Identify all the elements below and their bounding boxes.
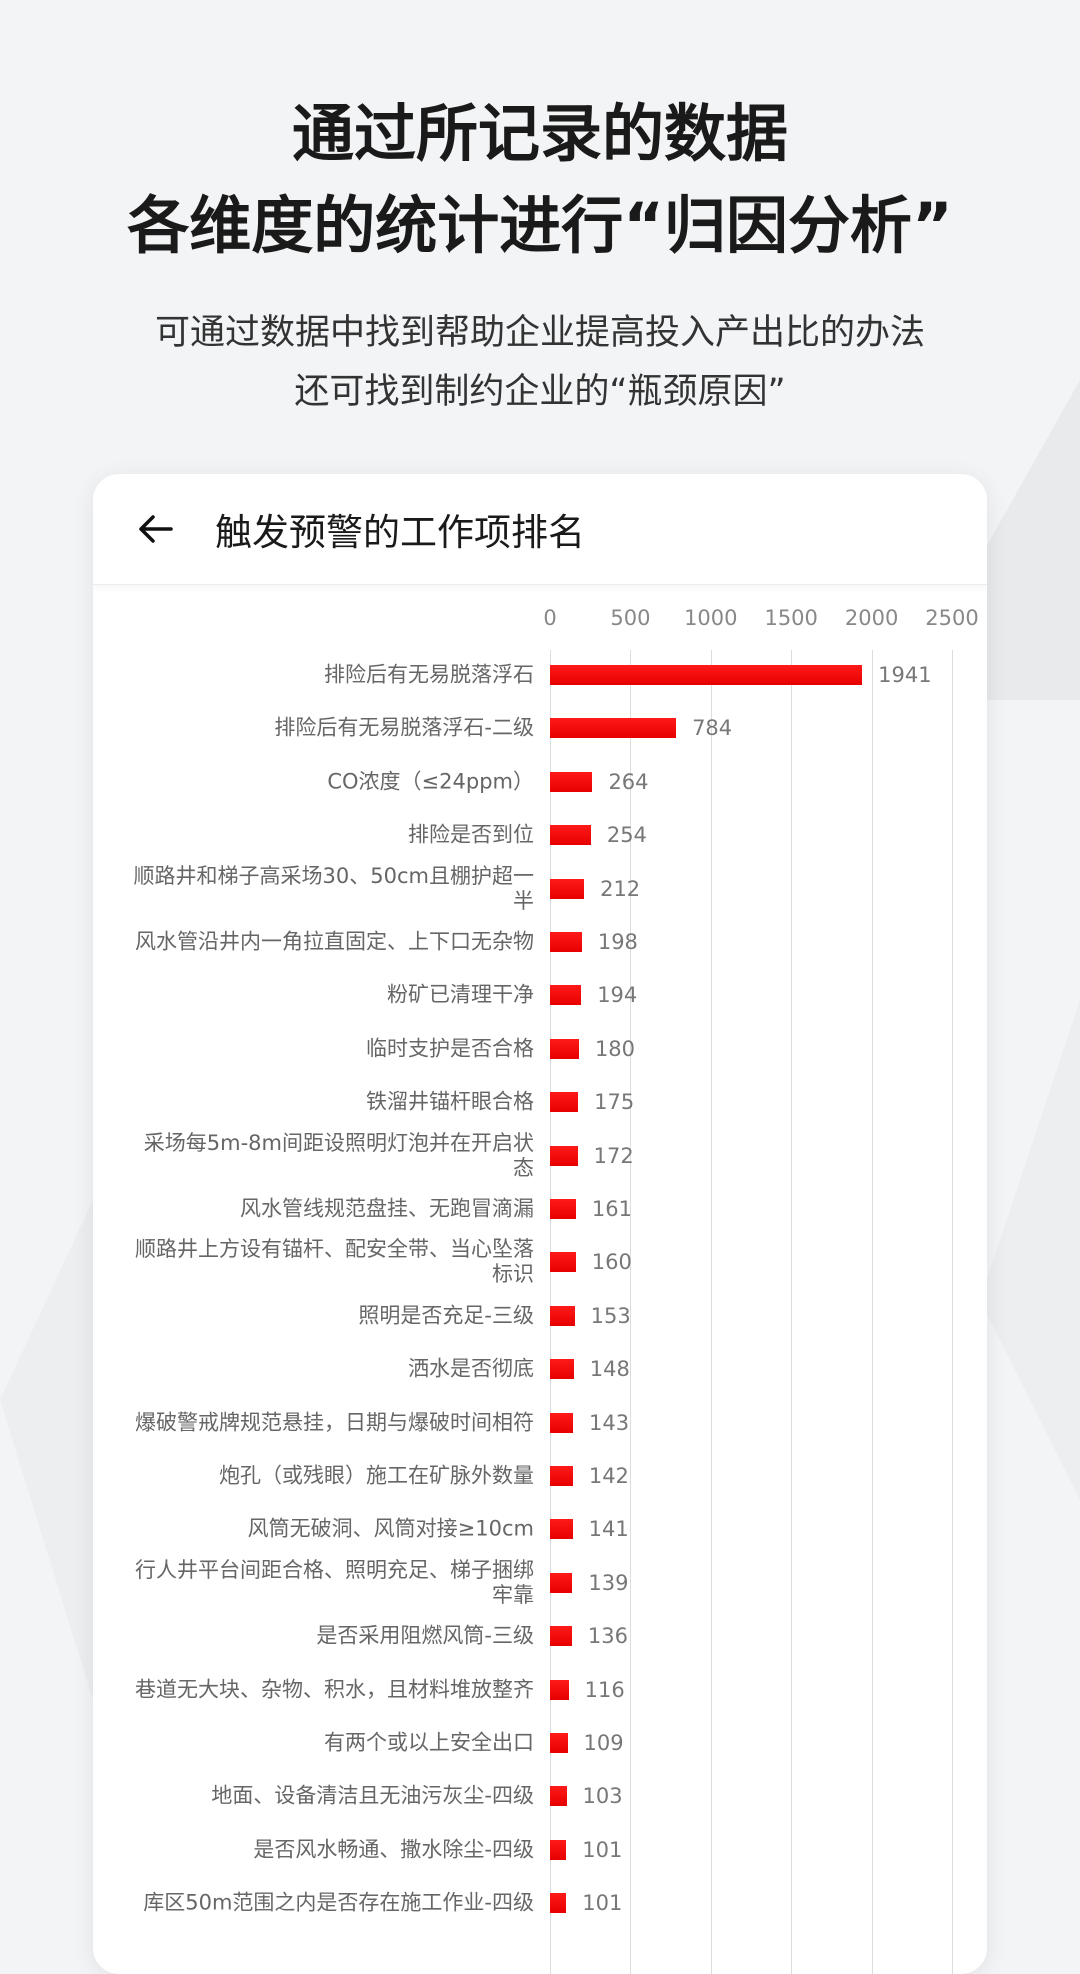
value-label: 198 xyxy=(597,930,638,954)
gridline xyxy=(871,650,873,1974)
category-label: 炮孔（或残眼）施工在矿脉外数量 xyxy=(219,1463,534,1488)
headline-line-2: 各维度的统计进行“归因分析” xyxy=(127,189,953,262)
value-label: 109 xyxy=(583,1731,624,1755)
bar xyxy=(550,1893,567,1914)
bar xyxy=(550,1839,567,1860)
value-label: 101 xyxy=(582,1891,623,1916)
x-tick-label: 0 xyxy=(543,606,557,630)
bar xyxy=(550,1412,573,1433)
category-label: 风筒无破洞、风筒对接≥10cm xyxy=(247,1516,534,1541)
bar xyxy=(550,1305,575,1326)
bar xyxy=(550,985,582,1006)
bar xyxy=(550,1466,573,1486)
value-label: 212 xyxy=(600,876,641,901)
card-title: 触发预警的工作项排名 xyxy=(215,511,585,554)
value-label: 180 xyxy=(594,1036,636,1061)
bar xyxy=(550,1145,578,1166)
value-label: 264 xyxy=(608,769,649,794)
headline-line-1: 通过所记录的数据 xyxy=(291,97,788,170)
gridline xyxy=(630,650,632,1974)
category-label: 行人井平台间距合格、照明充足、梯子捆绑牢靠 xyxy=(135,1557,534,1607)
category-label: 铁溜井锚杆眼合格 xyxy=(366,1089,534,1114)
bar xyxy=(550,771,593,792)
value-label: 148 xyxy=(589,1357,630,1382)
value-label: 254 xyxy=(606,823,647,848)
bar xyxy=(550,1733,568,1753)
category-label: 巷道无大块、杂物、积水，且材料堆放整齐 xyxy=(135,1677,534,1702)
bar xyxy=(550,1359,574,1380)
category-label: 采场每5m-8m间距设照明灯泡并在开启状态 xyxy=(143,1130,534,1180)
value-label: 1941 xyxy=(878,663,932,687)
headline: 通过所记录的数据 各维度的统计进行“归因分析” xyxy=(0,88,1080,272)
category-label: 顺路井上方设有锚杆、配安全带、当心坠落标识 xyxy=(135,1237,534,1287)
value-label: 101 xyxy=(582,1837,623,1862)
bar xyxy=(550,1626,572,1647)
subtitle-line-1: 可通过数据中找到帮助企业提高投入产出比的办法 xyxy=(154,313,925,353)
value-label: 143 xyxy=(588,1410,630,1435)
value-label: 161 xyxy=(591,1197,632,1221)
category-label: 是否风水畅通、撒水除尘-四级 xyxy=(253,1837,534,1862)
value-label: 139 xyxy=(588,1570,629,1595)
category-label: 粉矿已清理干净 xyxy=(387,982,534,1007)
value-label: 175 xyxy=(594,1090,635,1115)
arrow-left-icon xyxy=(139,515,173,543)
bar xyxy=(550,1199,576,1219)
value-label: 194 xyxy=(597,983,638,1008)
value-label: 103 xyxy=(582,1784,623,1809)
value-label: 172 xyxy=(593,1143,634,1168)
card-header: 触发预警的工作项排名 xyxy=(93,474,987,585)
bar-chart: 0 500 1000 1500 2000 2500 排险后有无易脱落浮石 1941 排险后有无易… xyxy=(93,584,987,1974)
back-button[interactable] xyxy=(125,499,185,559)
gridline xyxy=(952,650,953,1974)
category-label: 风水管线规范盘挂、无跑冒滴漏 xyxy=(240,1196,534,1221)
category-label: 洒水是否彻底 xyxy=(408,1356,534,1381)
x-tick-label: 1000 xyxy=(684,606,738,630)
subtitle-line-2: 还可找到制约企业的“瓶颈原因” xyxy=(294,372,786,412)
x-tick-label: 500 xyxy=(610,606,651,630)
gridline xyxy=(710,650,712,1974)
value-label: 153 xyxy=(590,1303,631,1328)
category-label: 地面、设备清洁且无油污灰尘-四级 xyxy=(211,1783,534,1808)
bar xyxy=(550,932,582,952)
category-label: CO浓度（≤24ppm） xyxy=(327,769,534,794)
value-label: 141 xyxy=(588,1517,629,1542)
bar xyxy=(550,1519,573,1540)
category-label: 有两个或以上安全出口 xyxy=(324,1730,534,1755)
gridline xyxy=(791,650,793,1974)
category-label: 临时支护是否合格 xyxy=(366,1036,534,1061)
value-label: 142 xyxy=(588,1464,629,1488)
value-label: 136 xyxy=(587,1624,628,1649)
bar xyxy=(550,1092,579,1113)
x-tick-label: 1500 xyxy=(764,606,818,630)
category-label: 库区50m范围之内是否存在施工作业-四级 xyxy=(143,1890,534,1915)
category-label: 顺路井和梯子高采场30、50cm且棚护超一半 xyxy=(133,863,534,913)
bar xyxy=(550,1786,567,1807)
x-tick-label: 2000 xyxy=(844,606,899,630)
bar xyxy=(550,1679,569,1700)
subtitle: 可通过数据中找到帮助企业提高投入产出比的办法 还可找到制约企业的“瓶颈原因” xyxy=(0,304,1080,422)
bar xyxy=(550,665,863,685)
category-label: 照明是否充足-三级 xyxy=(358,1303,534,1328)
value-label: 116 xyxy=(584,1677,625,1702)
ranking-card: 触发预警的工作项排名 0 500 1000 1500 2000 2500 排险后有无易脱落浮… xyxy=(93,474,987,1974)
bar xyxy=(550,878,585,899)
bar xyxy=(550,718,677,739)
bar xyxy=(550,825,591,846)
bar xyxy=(550,1572,573,1593)
category-label: 排险后有无易脱落浮石-二级 xyxy=(274,715,534,740)
category-label: 爆破警戒牌规范悬挂，日期与爆破时间相符 xyxy=(135,1410,534,1435)
category-label: 排险后有无易脱落浮石 xyxy=(324,662,534,687)
value-label: 160 xyxy=(591,1250,632,1275)
value-label: 784 xyxy=(692,716,733,741)
x-tick-label: 2500 xyxy=(925,606,979,630)
bar xyxy=(550,1038,579,1059)
category-label: 排险是否到位 xyxy=(408,822,534,847)
bar xyxy=(550,1252,576,1273)
category-label: 风水管沿井内一角拉直固定、上下口无杂物 xyxy=(135,929,534,954)
category-label: 是否采用阻燃风筒-三级 xyxy=(316,1623,534,1648)
